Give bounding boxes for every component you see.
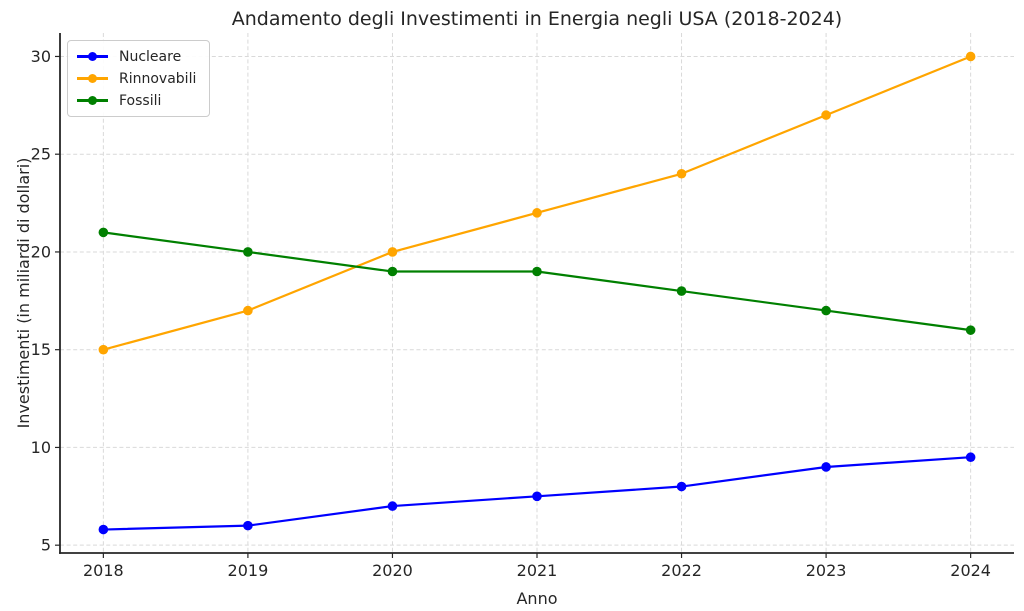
- marker-fossili-2020: [387, 266, 398, 277]
- legend-item-fossili: Fossili: [77, 92, 196, 109]
- marker-nucleare-2021: [532, 491, 542, 502]
- y-tick-label: 5: [41, 536, 51, 555]
- marker-nucleare-2019: [243, 520, 253, 531]
- legend-label-fossili: Fossili: [119, 92, 162, 109]
- marker-fossili-2018: [98, 227, 109, 238]
- marker-nucleare-2024: [965, 452, 976, 463]
- marker-nucleare-2018: [98, 524, 109, 535]
- grid-layer: [60, 33, 1014, 553]
- legend-marker-nucleare: [88, 52, 97, 61]
- marker-nucleare-2023: [821, 462, 831, 472]
- marker-fossili-2023: [821, 305, 831, 316]
- x-tick-label: 2020: [372, 561, 413, 580]
- marker-rinnovabili-2018: [98, 344, 109, 355]
- marker-fossili-2021: [532, 266, 542, 277]
- marker-rinnovabili-2021: [532, 208, 542, 218]
- x-tick-label: 2024: [950, 561, 991, 580]
- series-layer: [98, 51, 976, 535]
- axis-layer: 2018 2019 2020 2021 2022 2023 2024 5 10 15 20 25 30: [31, 33, 1014, 580]
- marker-rinnovabili-2022: [676, 168, 687, 179]
- marker-rinnovabili-2020: [387, 247, 398, 257]
- legend-marker-fossili: [88, 96, 97, 105]
- legend-item-nucleare: Nucleare: [77, 48, 196, 65]
- y-tick-label: 30: [31, 47, 51, 66]
- marker-fossili-2024: [965, 325, 976, 335]
- marker-nucleare-2022: [676, 481, 687, 492]
- x-axis-label: Anno: [516, 589, 557, 608]
- x-tick-label: 2023: [806, 561, 847, 580]
- legend-line-swatch-nucleare: [77, 52, 108, 61]
- chart-title: Andamento degli Investimenti in Energia …: [232, 8, 842, 30]
- legend-label-rinnovabili: Rinnovabili: [119, 70, 197, 87]
- marker-fossili-2019: [243, 247, 253, 257]
- legend-line-swatch-fossili: [77, 96, 108, 105]
- legend-item-rinnovabili: Rinnovabili: [77, 70, 196, 87]
- legend-marker-rinnovabili: [88, 74, 97, 83]
- legend-line-swatch-rinnovabili: [77, 74, 108, 83]
- marker-rinnovabili-2023: [821, 110, 831, 120]
- marker-nucleare-2020: [387, 501, 398, 511]
- y-tick-label: 20: [31, 242, 51, 261]
- x-tick-label: 2022: [661, 561, 702, 580]
- y-tick-label: 10: [31, 438, 51, 457]
- marker-rinnovabili-2024: [965, 51, 976, 62]
- x-tick-label: 2018: [83, 561, 124, 580]
- legend-label-nucleare: Nucleare: [119, 48, 182, 65]
- y-tick-label: 15: [31, 340, 51, 359]
- marker-fossili-2022: [676, 286, 687, 296]
- x-tick-label: 2019: [228, 561, 269, 580]
- marker-rinnovabili-2019: [243, 305, 253, 316]
- y-tick-label: 25: [31, 145, 51, 164]
- legend: Nucleare Rinnovabili Fossili: [67, 40, 211, 117]
- x-tick-label: 2021: [517, 561, 558, 580]
- y-axis-label: Investimenti (in miliardi di dollari): [14, 158, 33, 429]
